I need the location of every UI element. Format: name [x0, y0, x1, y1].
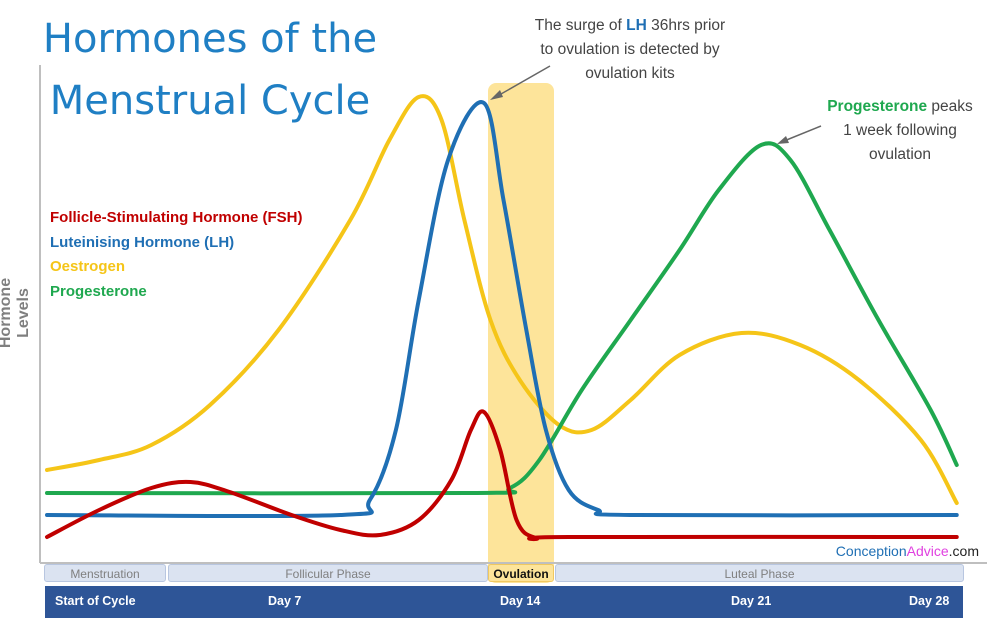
prog-note-line3: ovulation [868, 146, 932, 163]
lh-note-bold: LH [626, 17, 647, 34]
phase-follicular: Follicular Phase [168, 564, 488, 582]
lh-line [45, 100, 959, 519]
legend-oestrogen: Oestrogen [50, 258, 126, 275]
legend-fsh: Follicle-Stimulating Hormone (FSH) [50, 209, 303, 226]
progesterone-arrowhead [777, 136, 789, 144]
logo-part3: .com [948, 543, 979, 559]
prog-note-text: peaks [927, 98, 973, 115]
fsh-line [45, 409, 959, 542]
legend-progesterone: Progesterone [50, 282, 147, 300]
progesterone-line [45, 141, 959, 496]
lh-arrowhead [490, 90, 503, 100]
phase-ovulation: Ovulation [488, 564, 554, 582]
phase-luteal: Luteal Phase [555, 564, 964, 582]
phase-menstruation: Menstruation [44, 564, 166, 582]
oestrogen-line [45, 94, 959, 505]
lh-note-text-2: 36hrs prior [646, 17, 726, 34]
logo-part1: Conception [835, 543, 907, 559]
lh-arrow [493, 65, 551, 99]
title-line-2: Menstrual Cycle [49, 78, 371, 124]
chart-title: Hormones of the Menstrual Cycle [30, 8, 390, 132]
logo-part2: Advice [906, 543, 949, 559]
day-start: Start of Cycle [55, 594, 136, 608]
title-line-1: Hormones of the [42, 16, 378, 62]
legend-lh: Luteinising Hormone (LH) [50, 233, 235, 251]
lh-note-line3: ovulation kits [585, 65, 675, 82]
progesterone-annotation: Progesterone peaks 1 week following ovul… [815, 95, 985, 167]
progesterone-arrow [783, 125, 822, 142]
logo: ConceptionAdvice.com [836, 543, 979, 559]
day-21: Day 21 [731, 594, 772, 608]
lh-note-line2: to ovulation is detected by [540, 41, 720, 58]
day-14: Day 14 [500, 594, 541, 608]
day-bar: Start of Cycle Day 7 Day 14 Day 21 Day 2… [45, 586, 963, 618]
prog-note-bold: Progesterone [827, 98, 928, 115]
legend: Follicle-Stimulating Hormone (FSH) Lutei… [50, 206, 303, 304]
lh-note-text: The surge of [534, 17, 627, 34]
prog-note-line2: 1 week following [843, 122, 957, 139]
lh-annotation: The surge of LH 36hrs prior to ovulation… [515, 14, 745, 86]
day-28: Day 28 [909, 594, 950, 608]
y-axis-label: Hormone Levels [0, 277, 32, 349]
day-7: Day 7 [268, 594, 302, 608]
phase-bar: Menstruation Follicular Phase Ovulation … [44, 564, 964, 582]
